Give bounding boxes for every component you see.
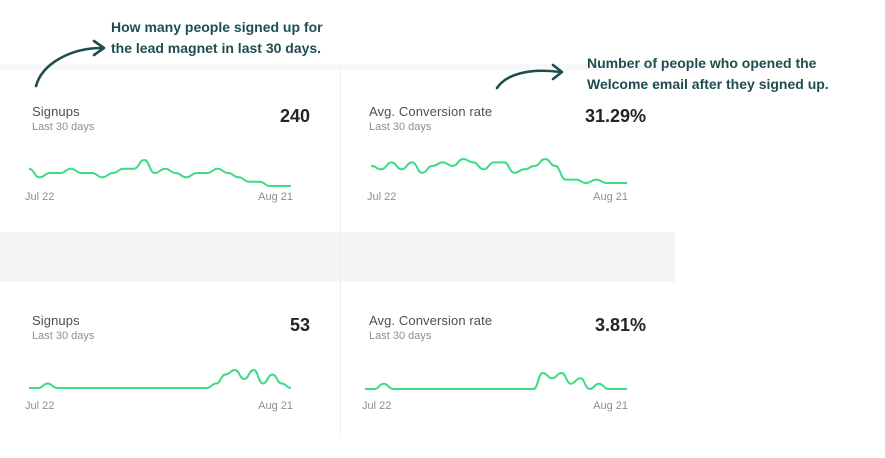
annotation-line: How many people signed up for (111, 19, 323, 35)
sparkline (370, 158, 627, 184)
card-subtitle: Last 30 days (369, 121, 432, 133)
card-title: Signups (32, 313, 80, 328)
sparkline-series (364, 372, 627, 390)
card-title: Signups (32, 104, 80, 119)
curved-arrow-icon (34, 39, 106, 88)
annotation-signups: How many people signed up for the lead m… (111, 17, 323, 59)
x-axis-end-label: Aug 21 (593, 191, 628, 203)
card-conversion-2: Avg. Conversion rate Last 30 days 3.81% … (362, 313, 646, 418)
sparkline (28, 369, 292, 389)
card-value: 3.81% (594, 315, 646, 335)
card-title: Avg. Conversion rate (369, 313, 493, 328)
x-axis-end-label: Aug 21 (593, 400, 628, 412)
annotation-line: the lead magnet in last 30 days. (111, 40, 322, 56)
card-value: 53 (289, 315, 310, 335)
card-value: 31.29% (584, 106, 646, 126)
dashboard-top-band (0, 64, 675, 70)
x-axis-end-label: Aug 21 (258, 191, 293, 203)
sparkline (28, 159, 291, 187)
x-axis-start-label: Jul 22 (367, 191, 397, 203)
card-title: Avg. Conversion rate (369, 104, 493, 119)
x-axis-start-label: Jul 22 (25, 400, 55, 412)
sparkline (364, 372, 627, 390)
row-separator (0, 232, 675, 282)
annotation-line: Welcome email after they signed up. (587, 76, 829, 92)
card-conversion-1: Avg. Conversion rate Last 30 days 31.29%… (367, 104, 646, 209)
card-subtitle: Last 30 days (369, 330, 432, 342)
card-value: 240 (279, 106, 310, 126)
column-divider (340, 70, 341, 434)
x-axis-start-label: Jul 22 (25, 191, 55, 203)
curved-arrow-icon (495, 63, 564, 90)
sparkline-series (28, 159, 291, 187)
card-subtitle: Last 30 days (32, 121, 95, 133)
card-signups-2: Signups Last 30 days 53 Jul 22 Aug 21 (25, 313, 310, 418)
sparkline-series (370, 158, 627, 184)
x-axis-end-label: Aug 21 (258, 400, 293, 412)
annotation-conversion: Number of people who opened the Welcome … (587, 53, 829, 95)
card-subtitle: Last 30 days (32, 330, 95, 342)
sparkline-series (28, 369, 292, 389)
card-signups-1: Signups Last 30 days 240 Jul 22 Aug 21 (25, 104, 310, 209)
x-axis-start-label: Jul 22 (362, 400, 392, 412)
annotation-line: Number of people who opened the (587, 55, 817, 71)
